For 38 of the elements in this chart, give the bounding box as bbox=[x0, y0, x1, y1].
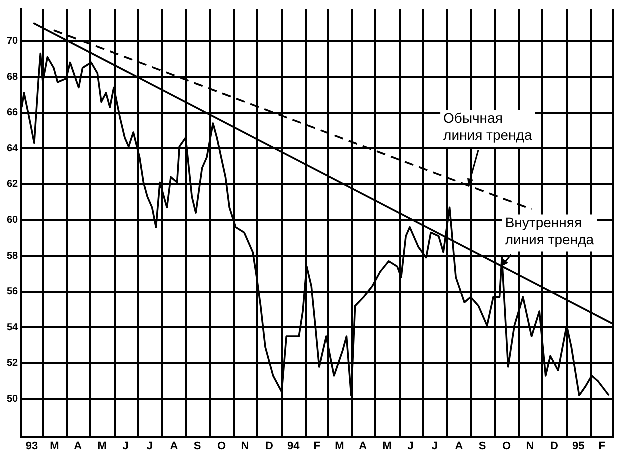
x-tick-label: S bbox=[194, 440, 202, 452]
x-tick-label: A bbox=[170, 440, 178, 452]
x-tick-label: S bbox=[478, 440, 486, 452]
y-tick-label: 68 bbox=[7, 72, 19, 83]
y-tick-label: 64 bbox=[7, 143, 19, 154]
y-tick-label: 54 bbox=[7, 322, 19, 334]
x-tick-label: A bbox=[74, 440, 82, 452]
annotation: Обычная линия тренда bbox=[444, 110, 532, 144]
x-tick-label: N bbox=[526, 440, 534, 452]
x-tick-label: J bbox=[408, 440, 414, 452]
x-tick-label: M bbox=[50, 440, 60, 452]
x-tick-label: 93 bbox=[26, 440, 38, 452]
x-tick-label: D bbox=[265, 440, 274, 452]
x-tick-label: J bbox=[122, 440, 129, 452]
x-tick-label: N bbox=[241, 440, 250, 452]
x-tick-label: 95 bbox=[572, 440, 585, 452]
x-tick-label: F bbox=[598, 440, 606, 452]
x-tick-label: F bbox=[314, 440, 321, 452]
x-tick-label: J bbox=[146, 440, 154, 452]
y-tick-label: 62 bbox=[7, 179, 19, 190]
x-tick-label: J bbox=[432, 440, 438, 452]
annotation: Внутренняя линия тренда bbox=[505, 214, 594, 248]
y-tick-label: 60 bbox=[7, 214, 19, 226]
x-tick-label: 94 bbox=[288, 440, 301, 452]
x-tick-label: M bbox=[335, 440, 344, 452]
x-tick-label: D bbox=[550, 440, 558, 452]
x-tick-label: O bbox=[502, 440, 512, 452]
x-tick-label: M bbox=[382, 440, 392, 452]
y-tick-label: 56 bbox=[7, 286, 19, 298]
y-tick-label: 58 bbox=[7, 250, 19, 262]
y-tick-label: 70 bbox=[7, 36, 19, 47]
x-tick-label: O bbox=[218, 440, 227, 452]
x-tick-label: M bbox=[98, 440, 107, 452]
y-tick-label: 50 bbox=[7, 394, 19, 405]
y-tick-label: 52 bbox=[7, 358, 19, 370]
x-tick-label: A bbox=[359, 440, 368, 452]
x-tick-label: A bbox=[455, 440, 464, 452]
y-tick-label: 66 bbox=[7, 108, 19, 119]
